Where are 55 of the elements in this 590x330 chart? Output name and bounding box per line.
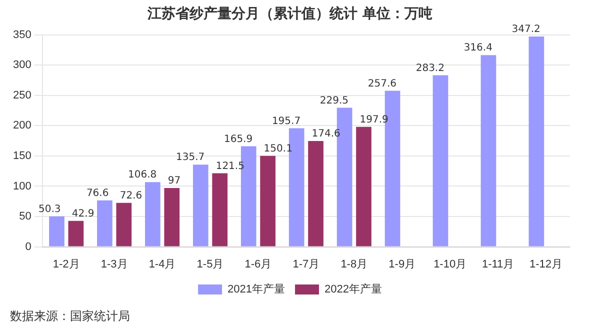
source-note: 数据来源：国家统计局 [10,308,130,325]
data-label: 174.6 [312,128,340,140]
y-tick-label: 300 [12,59,32,72]
bar [356,126,372,246]
data-label: 195.7 [272,116,301,127]
data-label: 97 [168,176,181,187]
x-tick-label: 1-4月 [148,258,176,270]
bar [260,156,276,246]
bar [68,220,84,246]
y-tick-label: 50 [19,210,32,223]
data-label: 72.6 [120,190,142,202]
data-label: 257.6 [368,78,397,90]
data-label: 50.3 [38,204,61,215]
bar [97,200,112,246]
x-tick-label: 1-8月 [340,258,368,270]
x-tick-label: 1-9月 [388,258,416,270]
chart-title: 江苏省纱产量分月（累计值）统计 单位：万吨 [146,5,432,22]
bar [528,36,544,246]
data-label: 283.2 [416,62,444,74]
x-tick-label: 1-6月 [244,258,272,270]
x-tick-label: 1-11月 [482,258,514,270]
y-tick-label: 150 [12,150,32,162]
bar [145,182,160,246]
bar [212,173,228,246]
data-label: 165.9 [224,134,253,145]
x-tick-label: 1-10月 [434,258,467,270]
x-tick-label: 1-2月 [52,258,80,270]
x-tick-label: 1-12月 [530,258,563,270]
data-label: 76.6 [86,188,109,199]
bar [308,141,324,246]
x-tick-label: 1-5月 [196,258,224,270]
x-tick-label: 1-7月 [292,258,320,270]
data-label: 121.5 [216,160,244,172]
data-label: 106.8 [128,170,157,181]
y-tick-label: 200 [12,120,32,132]
bar [164,188,180,246]
bar [192,164,208,246]
bar [49,216,64,246]
data-label: 135.7 [176,152,205,164]
bar [116,202,132,246]
data-label: 229.5 [320,95,349,106]
data-label: 150.1 [264,143,292,154]
data-label: 347.2 [512,24,540,36]
y-tick-label: 250 [12,89,32,102]
y-tick-label: 0 [25,240,32,253]
legend-label: 2021年产量 [228,282,286,296]
data-label: 42.9 [72,208,94,220]
y-tick-label: 100 [12,180,32,192]
data-label: 316.4 [464,42,492,54]
legend-label: 2022年产量 [324,282,382,296]
bar [432,75,448,246]
bar [480,55,496,246]
y-tick-label: 350 [12,28,32,41]
data-label: 197.9 [360,114,388,126]
x-tick-label: 1-3月 [100,258,128,270]
